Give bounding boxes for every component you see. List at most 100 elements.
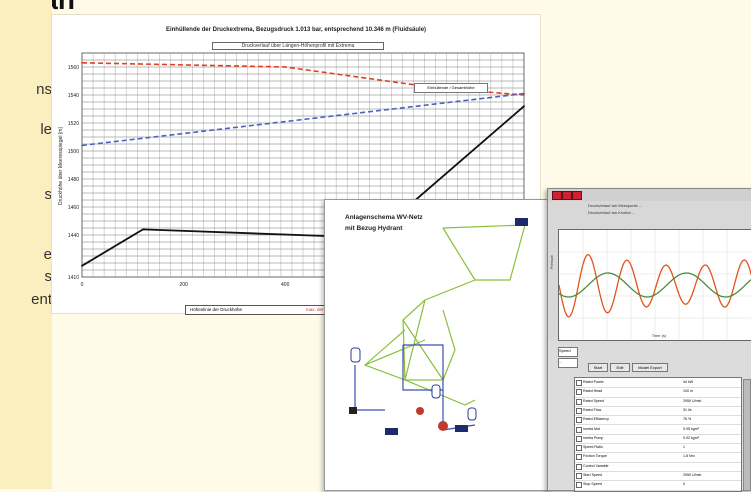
- row-value[interactable]: 44 kW: [683, 380, 694, 384]
- row-checkbox[interactable]: [576, 482, 582, 489]
- table-row[interactable]: Start Speed 2950 U/min: [575, 471, 741, 482]
- simulation-window: Druckverlauf am Messpunkt ... Druckverla…: [547, 188, 751, 492]
- reservoir-icon: [515, 218, 528, 226]
- row-label: Start Speed: [583, 473, 602, 477]
- table-row[interactable]: Rated Flow 31 l/s: [575, 406, 741, 417]
- x-tick-label: 0: [81, 282, 84, 288]
- table-row[interactable]: Rated Efficiency 76 %: [575, 415, 741, 426]
- schema-title-line: mit Bezug Hydrant: [345, 225, 403, 232]
- table-row[interactable]: Inertia Pump 0.02 kgm²: [575, 434, 741, 445]
- left-text-column: ns le s e s ent: [0, 0, 52, 489]
- network-schema-window: Anlagenschema WV-Netz mit Bezug Hydrant: [324, 199, 552, 491]
- data-point: [81, 264, 83, 267]
- hydrant-icon: [438, 421, 448, 431]
- row-checkbox[interactable]: [576, 380, 582, 386]
- table-row[interactable]: Control Variable: [575, 462, 741, 472]
- data-point: [523, 94, 525, 96]
- row-checkbox[interactable]: [576, 445, 582, 452]
- data-point: [142, 228, 144, 231]
- left-text-line: ent: [31, 291, 52, 308]
- row-value[interactable]: 31 l/s: [683, 407, 692, 412]
- row-value[interactable]: 0: [683, 482, 685, 487]
- table-row[interactable]: Speed Ratio 1: [575, 443, 741, 454]
- legend-entry: Höhenlinie der Druckhöhe: [190, 307, 243, 312]
- valve-icon: [416, 407, 424, 415]
- y-tick-label: 1500: [68, 149, 79, 155]
- model-export-button[interactable]: Model Export: [632, 363, 668, 372]
- left-text-line: e: [43, 246, 52, 263]
- parameter-grid: Rated Power 44 kW Rated Head 100 m Rated Spe…: [574, 377, 742, 492]
- series-line: [81, 92, 525, 147]
- row-label: Inertia Mot: [583, 426, 600, 431]
- row-value[interactable]: 100 m: [683, 389, 693, 394]
- row-checkbox[interactable]: [576, 426, 582, 433]
- reservoir-icon: [455, 425, 468, 432]
- row-value[interactable]: 2950 U/min: [683, 398, 702, 403]
- table-row[interactable]: Rated Speed 2950 U/min: [575, 397, 741, 407]
- table-row[interactable]: Stop Speed 0: [575, 480, 741, 491]
- y-tick-label: 1460: [68, 205, 79, 211]
- row-checkbox[interactable]: [576, 435, 582, 442]
- maximize-icon[interactable]: [572, 191, 582, 200]
- data-point: [81, 144, 83, 147]
- table-row[interactable]: Rated Power 44 kW: [575, 378, 741, 389]
- row-label: Speed Ratio: [583, 445, 603, 450]
- data-point: [284, 66, 287, 68]
- sim-x-axis-label: Time (s): [652, 333, 667, 338]
- chart-y-axis-label: Druckhöhe über Meeresspiegel [m]: [58, 127, 64, 205]
- row-value[interactable]: 1.8 Nm: [683, 454, 695, 459]
- sim-y-axis-label: Pressure: [550, 254, 554, 269]
- data-point: [81, 61, 83, 64]
- speed-input[interactable]: Speed: [558, 347, 578, 357]
- left-text-line: ns: [36, 81, 52, 98]
- row-value[interactable]: 2950 U/min: [683, 473, 702, 477]
- row-label: Inertia Pump: [583, 435, 604, 440]
- y-tick-label: 1440: [68, 233, 79, 239]
- reservoir-icon: [385, 428, 398, 435]
- row-checkbox[interactable]: [576, 463, 582, 470]
- sim-caption: Druckverlauf am Messpunkt ...: [588, 203, 643, 208]
- table-row[interactable]: Friction Torque 1.8 Nm: [575, 452, 741, 463]
- y-tick-label: 1540: [68, 93, 79, 99]
- table-row[interactable]: Rated Head 100 m: [575, 387, 741, 398]
- table-row[interactable]: Inertia Mot 0.05 kgm²: [575, 425, 741, 435]
- left-text-line: le: [40, 121, 52, 138]
- y-tick-label: 1520: [68, 121, 79, 127]
- row-label: Rated Head: [583, 389, 603, 394]
- row-checkbox[interactable]: [576, 454, 582, 461]
- minimize-icon[interactable]: [562, 191, 572, 200]
- chart-subtitle: Druckverlauf über Längen-Höhenprofil mit…: [212, 42, 384, 50]
- pressure-timeseries-plot: Time (s): [558, 229, 751, 341]
- start-button[interactable]: Start: [588, 363, 608, 372]
- schema-title-line: Anlagenschema WV-Netz: [345, 214, 423, 221]
- pressure-timeseries-canvas: Time (s): [558, 230, 751, 340]
- network-diagram: [349, 218, 528, 435]
- x-tick-label: 200: [179, 282, 188, 288]
- row-value[interactable]: 1: [683, 445, 685, 450]
- left-text-line: s: [44, 268, 53, 285]
- row-value[interactable]: 0.05 kgm²: [683, 426, 699, 431]
- close-icon[interactable]: [552, 191, 562, 200]
- edit-button[interactable]: Edit: [610, 363, 630, 372]
- pressure-wave-line: [558, 253, 751, 318]
- row-checkbox[interactable]: [576, 398, 582, 405]
- pump-icon: [349, 407, 357, 414]
- row-checkbox[interactable]: [576, 389, 582, 396]
- row-checkbox[interactable]: [576, 417, 582, 424]
- row-checkbox[interactable]: [576, 473, 582, 479]
- left-text-line: s: [44, 186, 53, 203]
- row-value[interactable]: 76 %: [683, 417, 692, 422]
- row-label: Stop Speed: [583, 482, 602, 487]
- data-point: [523, 92, 525, 95]
- row-label: Rated Flow: [583, 407, 602, 412]
- schema-title: Anlagenschema WV-Netz mit Bezug Hydrant: [345, 212, 423, 234]
- parameter-input[interactable]: ...: [558, 358, 578, 368]
- parameter-grid-scrollbar[interactable]: [743, 379, 751, 491]
- row-value[interactable]: 0.02 kgm²: [683, 435, 699, 440]
- row-checkbox[interactable]: [576, 407, 582, 414]
- row-label: Rated Efficiency: [583, 417, 609, 422]
- row-label: Rated Speed: [583, 398, 604, 403]
- pressure-wave-line: [558, 272, 751, 298]
- row-label: Control Variable: [583, 463, 609, 468]
- row-label: Friction Torque: [583, 454, 607, 459]
